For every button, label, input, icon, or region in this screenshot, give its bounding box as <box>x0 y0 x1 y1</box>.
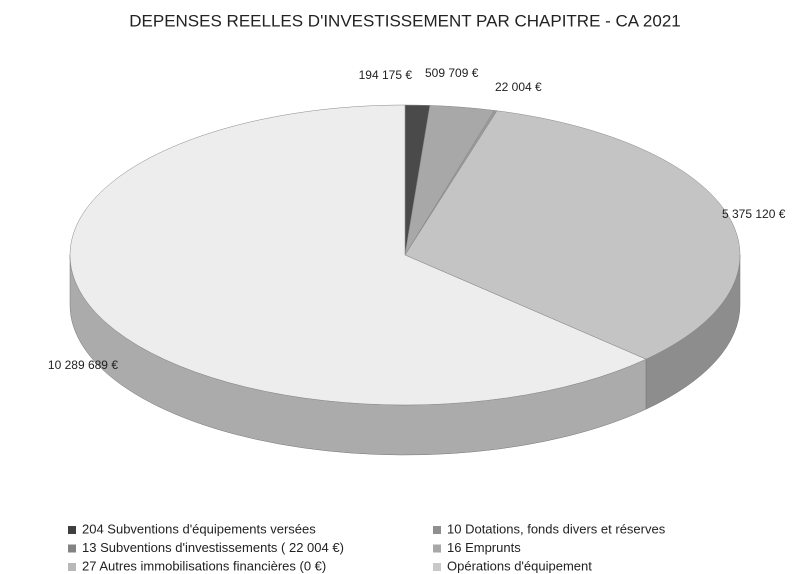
data-label: 5 375 120 € <box>722 207 786 221</box>
legend-label: 16 Emprunts <box>447 540 521 555</box>
legend-label: 27 Autres immobilisations financières (0… <box>82 558 326 573</box>
legend-marker <box>68 526 76 534</box>
legend-marker <box>433 526 441 534</box>
legend-label: 204 Subventions d'équipements versées <box>82 521 316 536</box>
legend-marker <box>433 563 441 571</box>
slice <box>69 104 647 406</box>
legend-label: Opérations d'équipement <box>447 558 592 573</box>
data-label: 10 289 689 € <box>48 358 118 372</box>
slice <box>404 110 741 360</box>
legend-marker <box>68 563 76 571</box>
data-label: 22 004 € <box>495 80 542 94</box>
legend-marker <box>68 544 76 553</box>
legend-label: 13 Subventions d'investissements ( 22 00… <box>82 540 344 555</box>
chart-title: DEPENSES REELLES D'INVESTISSEMENT PAR CH… <box>129 11 681 30</box>
data-label: 194 175 € <box>359 68 413 82</box>
legend-label: 10 Dotations, fonds divers et réserves <box>447 521 666 536</box>
legend-marker <box>433 544 441 553</box>
data-label: 509 709 € <box>425 66 479 80</box>
